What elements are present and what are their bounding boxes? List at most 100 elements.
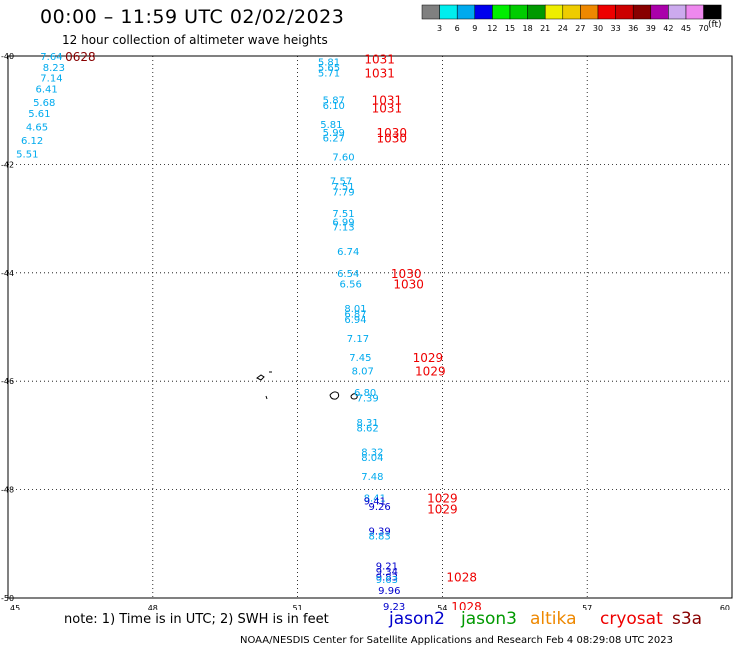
island-outline (329, 391, 340, 400)
wave-height-value: 5.81 (320, 120, 342, 131)
wave-height-value: 7.17 (347, 334, 369, 345)
y-tick-label: -40 (1, 52, 14, 61)
wave-height-value: 9.63 (376, 575, 398, 586)
satellite-cryosat: cryosat (600, 609, 663, 629)
wave-height-value: 8.01 (344, 304, 366, 315)
wave-height-value: 6.74 (337, 247, 359, 258)
wave-height-value: 6.80 (354, 388, 376, 399)
credit-line: NOAA/NESDIS Center for Satellite Applica… (240, 635, 673, 646)
wave-height-value: 5.71 (318, 68, 340, 79)
legend-label: 21 (540, 24, 550, 33)
time-label: 1030 (376, 126, 407, 140)
legend-label: 6 (455, 24, 460, 33)
legend-label: 45 (681, 24, 691, 33)
wave-height-value: 6.99 (332, 217, 354, 228)
wave-height-value: 9.41 (364, 496, 386, 507)
axis-tick-labels: 45 48 51 54 57 60 -40 -42 -44 -46 -48 -50 (1, 52, 730, 610)
x-tick-label: 45 (10, 604, 20, 610)
wave-height-value: 7.48 (361, 472, 383, 483)
legend-swatch (703, 4, 722, 20)
wave-height-value: 8.62 (356, 423, 378, 434)
y-tick-label: -44 (1, 269, 14, 278)
wave-height-value: 7.51 (332, 182, 354, 193)
wave-height-value: 7.51 (332, 209, 354, 220)
time-labels: 0628 103110311031103110301030103010301029… (65, 50, 482, 610)
time-label: 1031 (364, 53, 395, 67)
wave-height-value: 9.26 (369, 502, 391, 513)
island-outlines (256, 371, 358, 400)
x-tick-label: 60 (720, 604, 730, 610)
legend-label: 42 (663, 24, 673, 33)
wave-height-value: 7.45 (349, 353, 371, 364)
chart-title: 00:00 – 11:59 UTC 02/02/2023 (40, 6, 345, 28)
wave-height-value: 9.23 (383, 602, 405, 610)
wave-height-value: 6.12 (21, 136, 43, 147)
time-label: 1029 (415, 364, 446, 378)
y-tick-label: -50 (1, 594, 14, 603)
wave-height-value: 9.83 (376, 572, 398, 583)
legend-label: 12 (487, 24, 497, 33)
time-label: 1031 (372, 93, 403, 107)
wave-height-value: 5.68 (33, 98, 55, 109)
wave-height-value: 4.65 (26, 122, 48, 133)
legend-label: 24 (558, 24, 568, 33)
time-label: 1029 (427, 492, 458, 506)
wave-height-value: 8.31 (356, 418, 378, 429)
wave-height-value: 5.81 (318, 57, 340, 68)
legend-label: 39 (646, 24, 656, 33)
y-tick-label: -48 (1, 486, 14, 495)
time-label: 1028 (446, 570, 477, 584)
x-tick-label: 57 (582, 604, 592, 610)
wave-height-value: 8.41 (364, 494, 386, 505)
time-label: 1031 (372, 101, 403, 115)
wave-height-value: 5.51 (16, 150, 38, 161)
wave-height-value: 8.23 (43, 63, 65, 74)
time-label: 1028 (451, 600, 482, 610)
y-tick-label: -46 (1, 377, 14, 386)
satellite-s3a: s3a (672, 609, 703, 629)
wave-height-value: 6.54 (337, 269, 359, 280)
wave-height-value: 8.07 (352, 366, 374, 377)
wave-height-value: 8.04 (361, 453, 383, 464)
legend-label: 27 (575, 24, 585, 33)
legend-label: 33 (611, 24, 621, 33)
island-outline (256, 371, 272, 400)
wave-height-value: 7.79 (332, 188, 354, 199)
grid (8, 56, 732, 598)
time-label: 1030 (393, 278, 424, 292)
chart-subtitle: 12 hour collection of altimeter wave hei… (62, 33, 328, 47)
legend-label: 9 (472, 24, 477, 33)
plot-frame (7, 55, 733, 599)
island-outline (350, 393, 358, 400)
wave-height-value: 6.87 (344, 309, 366, 320)
wave-height-value: 7.64 (40, 52, 62, 63)
x-tick-label: 48 (148, 604, 158, 610)
wave-height-value: 7.57 (330, 177, 352, 188)
satellite-jason2: jason2 (389, 609, 445, 629)
time-label: 1030 (391, 267, 422, 281)
time-label: 1029 (427, 503, 458, 517)
legend-label: 36 (628, 24, 638, 33)
wave-height-value: 6.41 (35, 85, 57, 96)
satellite-altika: altika (530, 609, 577, 629)
wave-height-value: 5.87 (323, 95, 345, 106)
time-label: 0628 (65, 50, 96, 64)
wave-height-value: 5.65 (318, 63, 340, 74)
time-label: 1029 (413, 351, 444, 365)
wave-height-value: 5.99 (323, 128, 345, 139)
wave-height-value: 7.39 (356, 393, 378, 404)
legend-label: 18 (523, 24, 533, 33)
wave-height-value: 9.96 (378, 586, 400, 597)
legend-label: 30 (593, 24, 603, 33)
wave-height-plot: 45 48 51 54 57 60-40-42-44-46-48-50 7.648.237… (1, 50, 733, 610)
wave-height-value: 8.32 (361, 448, 383, 459)
wave-height-value: 9.21 (376, 561, 398, 572)
wave-height-value: 6.56 (340, 280, 362, 291)
footnote: note: 1) Time is in UTC; 2) SWH is in fe… (64, 612, 329, 627)
data-points: 7.648.237.146.41 5.685.61 4.65 6.12 5.51 5.81… (16, 52, 405, 610)
wave-height-value: 5.61 (28, 109, 50, 120)
wave-height-value: 9.34 (376, 567, 398, 578)
y-tick-label: -42 (1, 160, 14, 169)
wave-height-value: 7.60 (332, 152, 354, 163)
wave-height-value: 7.13 (332, 223, 354, 234)
